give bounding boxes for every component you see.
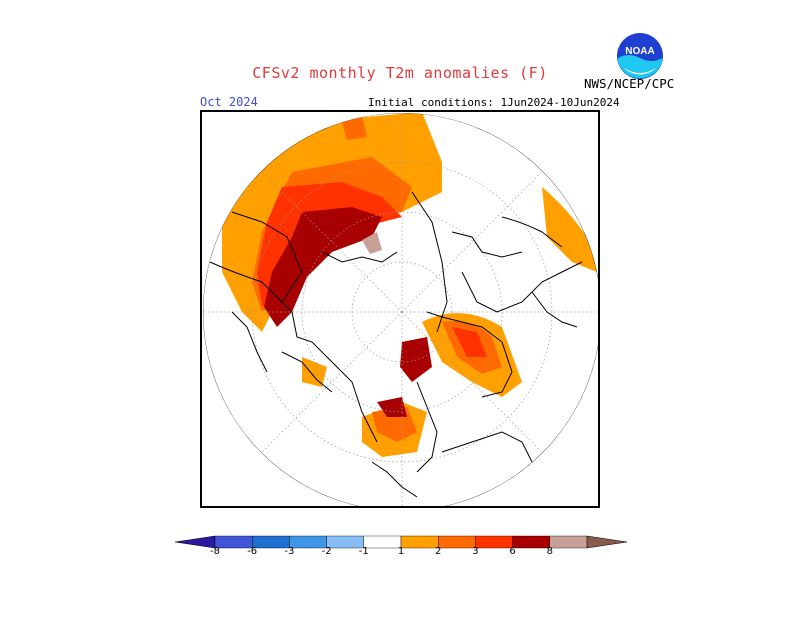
legend-tick-label: 2 (435, 546, 442, 557)
legend-tick-label: -8 (210, 546, 220, 557)
legend-swatch (438, 535, 476, 549)
legend-swatch (363, 535, 402, 549)
legend-arrow-low (174, 535, 216, 549)
graticule (203, 113, 598, 506)
polar-map (200, 110, 600, 508)
legend-tick-label: -1 (358, 546, 369, 557)
coastlines (209, 191, 583, 498)
legend-arrow-high (586, 535, 628, 549)
legend-tick-label: 8 (546, 546, 553, 557)
anomaly-region-above8 (362, 232, 382, 254)
noaa-logo-text: NOAA (625, 46, 654, 57)
legend-tick-label: 1 (397, 546, 405, 557)
legend-tick-label: -6 (247, 546, 258, 557)
legend-tick-label: -2 (321, 546, 332, 557)
legend-swatch (512, 535, 551, 549)
legend-swatch (475, 535, 513, 549)
initial-conditions-label: Initial conditions: 1Jun2024-10Jun2024 (368, 96, 620, 109)
legend-tick-label: -3 (284, 546, 295, 557)
legend-swatch (549, 535, 588, 549)
noaa-logo-icon: NOAA (616, 32, 664, 80)
legend-colorbar (174, 534, 628, 564)
legend-swatch (400, 535, 439, 549)
agency-label: NWS/NCEP/CPC (584, 76, 675, 91)
valid-month-label: Oct 2024 (200, 95, 258, 109)
legend-tick-label: 3 (472, 546, 479, 557)
map-title: CFSv2 monthly T2m anomalies (F) (252, 64, 548, 82)
legend-tick-label: 6 (509, 546, 516, 557)
anomaly-region-6to8 (264, 207, 432, 417)
